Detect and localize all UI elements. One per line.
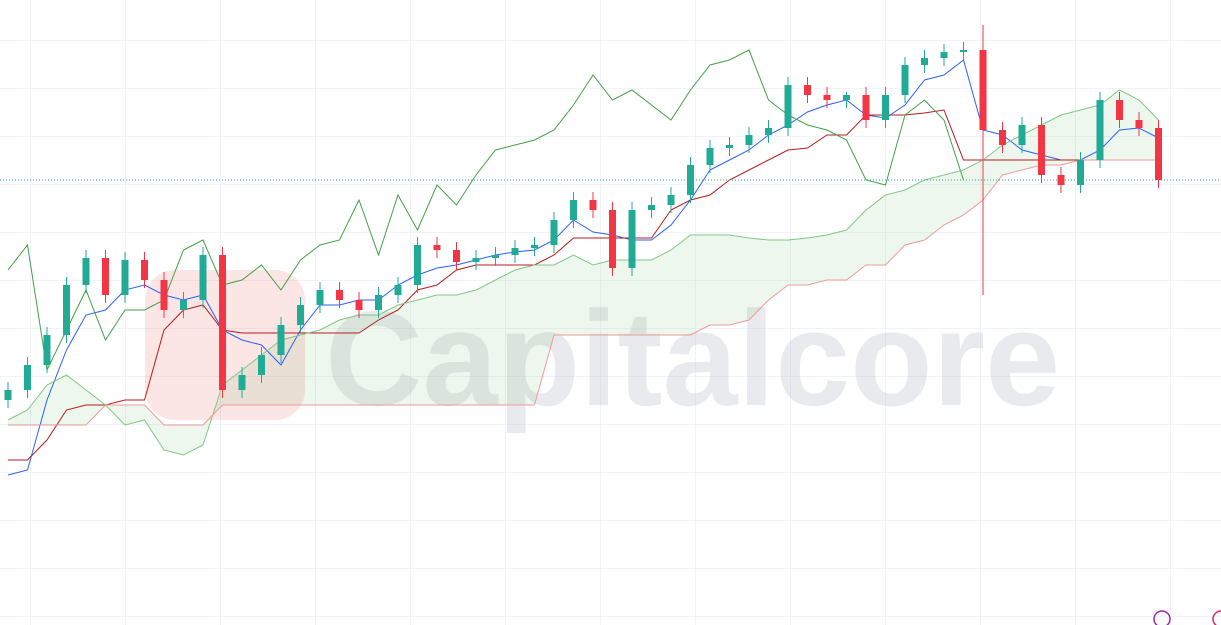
candle-body [570, 200, 577, 220]
candle-body [24, 365, 31, 390]
candle-body [414, 245, 421, 285]
candle-body [1057, 175, 1065, 185]
indicator-line [8, 159, 1159, 426]
candle-body [336, 290, 343, 300]
candle-body [706, 148, 714, 165]
candle-body [375, 295, 382, 310]
candle-body [219, 255, 226, 390]
candle-body [1038, 125, 1045, 175]
candle-body [1096, 100, 1104, 160]
candle-body [355, 300, 363, 310]
candle-body [511, 248, 519, 255]
candle-body [784, 85, 792, 128]
indicator-line [8, 109, 1159, 461]
candle-body [453, 250, 460, 262]
icon[interactable] [1153, 610, 1171, 625]
candle-body [901, 65, 909, 95]
candle-body [550, 220, 558, 245]
candle-body [82, 258, 90, 285]
candle-body [687, 165, 694, 195]
candle-body [4, 390, 12, 400]
candle-body [394, 285, 402, 295]
candle-body [882, 95, 889, 120]
candle-body [648, 205, 655, 210]
candle-body [960, 50, 967, 52]
candle-body [199, 255, 207, 300]
candle-body [765, 128, 772, 135]
candle-body [63, 285, 70, 335]
candle-body [43, 335, 51, 365]
candle-body [1018, 125, 1026, 145]
candle-body [238, 375, 246, 390]
candle-body [921, 58, 928, 65]
candle-body [316, 290, 324, 305]
candle-body [180, 300, 187, 310]
candle-body [141, 260, 148, 280]
candle-body [843, 95, 850, 100]
cloud [8, 90, 1159, 455]
candle-body [726, 145, 733, 148]
candle-body [102, 258, 109, 295]
icon[interactable] [1212, 610, 1221, 625]
candle-body [433, 245, 441, 250]
candle-body [745, 135, 753, 145]
candle-body [121, 260, 129, 295]
candle-body [999, 130, 1006, 145]
candle-body [492, 255, 499, 258]
candle-body [160, 280, 168, 310]
candle-body [667, 195, 675, 205]
candle-body [979, 50, 987, 130]
candle-body [1155, 128, 1162, 180]
candle-body [277, 325, 285, 355]
candle-body [297, 305, 304, 325]
candle-body [589, 200, 597, 210]
candle-body [1116, 100, 1123, 120]
candle-body [940, 52, 948, 58]
candle-body [472, 258, 480, 262]
candle-body [804, 85, 811, 95]
candle-body [823, 95, 831, 100]
candle-body [258, 355, 265, 375]
candle-body [862, 95, 870, 120]
candle-body [1135, 120, 1143, 128]
candle-body [1077, 160, 1084, 185]
candle-body [628, 210, 636, 268]
watermark: Capitalcore [325, 283, 1060, 434]
candle-body [609, 210, 616, 268]
indicator-line [7, 89, 1159, 456]
candle-body [531, 245, 538, 248]
